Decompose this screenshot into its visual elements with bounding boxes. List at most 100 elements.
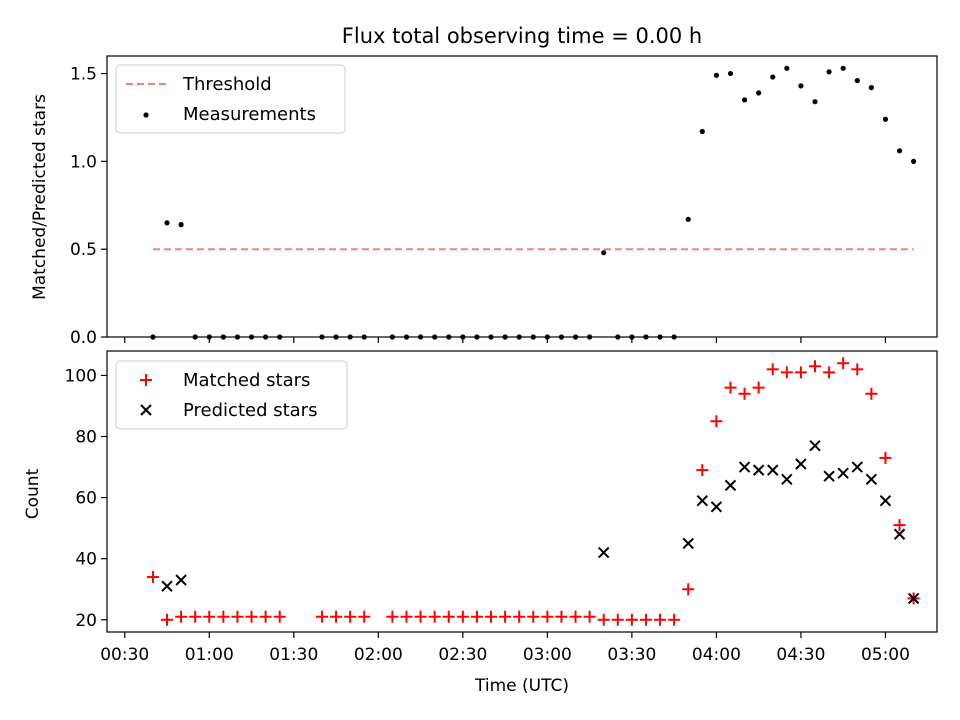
predicted-star-stroke-b bbox=[710, 501, 723, 513]
matched-star-point bbox=[428, 610, 441, 623]
bottom-y-ticks: 20 40 60 80 100 bbox=[65, 366, 107, 631]
matched-star-point bbox=[583, 610, 596, 623]
measurement-point bbox=[911, 158, 917, 164]
predicted-star-point bbox=[752, 464, 765, 476]
matched-star-point bbox=[217, 610, 230, 623]
bottom-xtick-label: 04:30 bbox=[776, 645, 825, 665]
predicted-star-stroke-b bbox=[597, 546, 610, 559]
predicted-star-stroke-b bbox=[682, 537, 694, 550]
matched-star-point bbox=[752, 381, 765, 394]
predicted-star-point bbox=[907, 592, 920, 605]
matched-star-point bbox=[597, 613, 610, 626]
matched-star-point bbox=[710, 415, 723, 428]
predicted-star-point bbox=[781, 473, 793, 485]
bottom-xtick-label: 04:00 bbox=[692, 645, 741, 665]
top-legend-box bbox=[115, 64, 346, 134]
predicted-star-point bbox=[893, 528, 906, 540]
matched-star-point bbox=[344, 610, 357, 623]
measurement-point bbox=[741, 97, 748, 103]
matched-star-point bbox=[837, 357, 850, 370]
chart-title: Flux total observing time = 0.00 h bbox=[342, 24, 702, 48]
legend-predicted-swatch bbox=[140, 404, 152, 416]
matched-star-point bbox=[611, 613, 624, 626]
matched-star-point bbox=[245, 610, 258, 623]
predicted-star-stroke-b bbox=[781, 473, 793, 485]
matched-star-point bbox=[794, 366, 807, 379]
top-ytick-label: 0.5 bbox=[70, 240, 97, 260]
top-y-ticks: 0.0 0.5 1.0 1.5 bbox=[70, 65, 107, 348]
predicted-star-point bbox=[161, 580, 173, 592]
matched-star-point bbox=[851, 363, 864, 376]
measurement-point bbox=[164, 220, 170, 226]
predicted-star-point bbox=[837, 467, 849, 479]
bottom-xtick-label: 02:30 bbox=[438, 645, 487, 665]
matched-star-point bbox=[189, 610, 202, 623]
matched-star-point bbox=[330, 610, 343, 623]
measurement-point bbox=[868, 85, 874, 91]
matched-star-point bbox=[823, 366, 836, 379]
measurement-point bbox=[854, 77, 860, 84]
predicted-star-stroke-b bbox=[175, 574, 187, 586]
top-ytick-label: 1.5 bbox=[70, 65, 97, 85]
predicted-star-point bbox=[710, 501, 723, 513]
predicted-star-point bbox=[865, 473, 878, 485]
bottom-marks bbox=[146, 357, 920, 626]
matched-star-point bbox=[879, 451, 892, 464]
measurement-point bbox=[601, 250, 607, 256]
matched-star-point bbox=[724, 381, 737, 394]
bottom-xtick-label: 03:30 bbox=[607, 645, 656, 665]
predicted-star-stroke-b bbox=[161, 580, 173, 592]
bottom-ytick-label: 100 bbox=[65, 366, 97, 386]
matched-star-point bbox=[273, 610, 286, 623]
measurement-point bbox=[812, 99, 818, 105]
legend-measurements-swatch bbox=[143, 112, 149, 118]
matched-star-point bbox=[865, 387, 878, 400]
legend-measurements-label: Measurements bbox=[183, 104, 316, 125]
measurement-point bbox=[896, 148, 903, 154]
predicted-star-point bbox=[809, 439, 821, 452]
matched-star-point bbox=[442, 610, 455, 623]
measurement-point bbox=[882, 116, 889, 122]
measurement-point bbox=[826, 69, 832, 75]
predicted-star-point bbox=[175, 574, 187, 586]
predicted-star-point bbox=[597, 546, 610, 559]
matched-star-point bbox=[175, 610, 188, 623]
matched-star-point bbox=[259, 610, 272, 623]
predicted-star-stroke-b bbox=[696, 494, 709, 507]
top-ytick-label: 1.0 bbox=[70, 152, 97, 172]
matched-star-point bbox=[809, 360, 822, 373]
predicted-star-stroke-b bbox=[837, 467, 849, 479]
legend-threshold-label: Threshold bbox=[182, 74, 272, 95]
matched-star-point bbox=[456, 610, 469, 623]
measurement-point bbox=[685, 216, 691, 222]
matched-star-point bbox=[668, 613, 681, 626]
matched-star-point bbox=[625, 613, 638, 626]
matched-star-point bbox=[893, 519, 906, 532]
legend-matched-label: Matched stars bbox=[183, 370, 310, 391]
matched-star-point bbox=[358, 610, 371, 623]
matched-star-point bbox=[654, 613, 667, 626]
matched-star-point bbox=[400, 610, 413, 623]
measurement-point bbox=[713, 72, 719, 78]
bottom-xtick-label: 01:30 bbox=[269, 645, 318, 665]
top-panel: Matched/Predicted stars 0.0 0.5 1.0 1.5 Thr… bbox=[30, 55, 938, 348]
measurement-point bbox=[756, 90, 762, 96]
matched-star-point bbox=[738, 387, 751, 400]
matched-star-point bbox=[231, 610, 244, 623]
predicted-star-point bbox=[696, 494, 709, 507]
matched-star-point bbox=[499, 610, 512, 623]
bottom-xtick-label: 02:00 bbox=[354, 645, 403, 665]
legend-predicted-label: Predicted stars bbox=[183, 400, 317, 421]
predicted-star-stroke-b bbox=[738, 461, 751, 473]
bottom-y-axis-label: Count bbox=[23, 468, 43, 519]
matched-star-point bbox=[569, 610, 582, 623]
top-marks bbox=[150, 65, 917, 340]
matched-star-point bbox=[639, 613, 652, 626]
predicted-star-stroke-b bbox=[724, 479, 737, 492]
predicted-star-stroke-b bbox=[851, 461, 863, 473]
predicted-star-stroke-b bbox=[795, 458, 807, 470]
bottom-axes-frame bbox=[106, 350, 938, 633]
matched-star-point bbox=[470, 610, 483, 623]
top-y-axis-label: Matched/Predicted stars bbox=[30, 94, 50, 300]
